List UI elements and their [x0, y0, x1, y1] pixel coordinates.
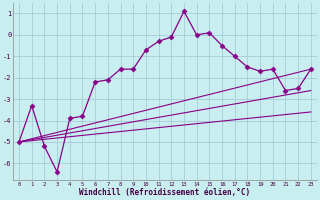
X-axis label: Windchill (Refroidissement éolien,°C): Windchill (Refroidissement éolien,°C)	[79, 188, 251, 197]
